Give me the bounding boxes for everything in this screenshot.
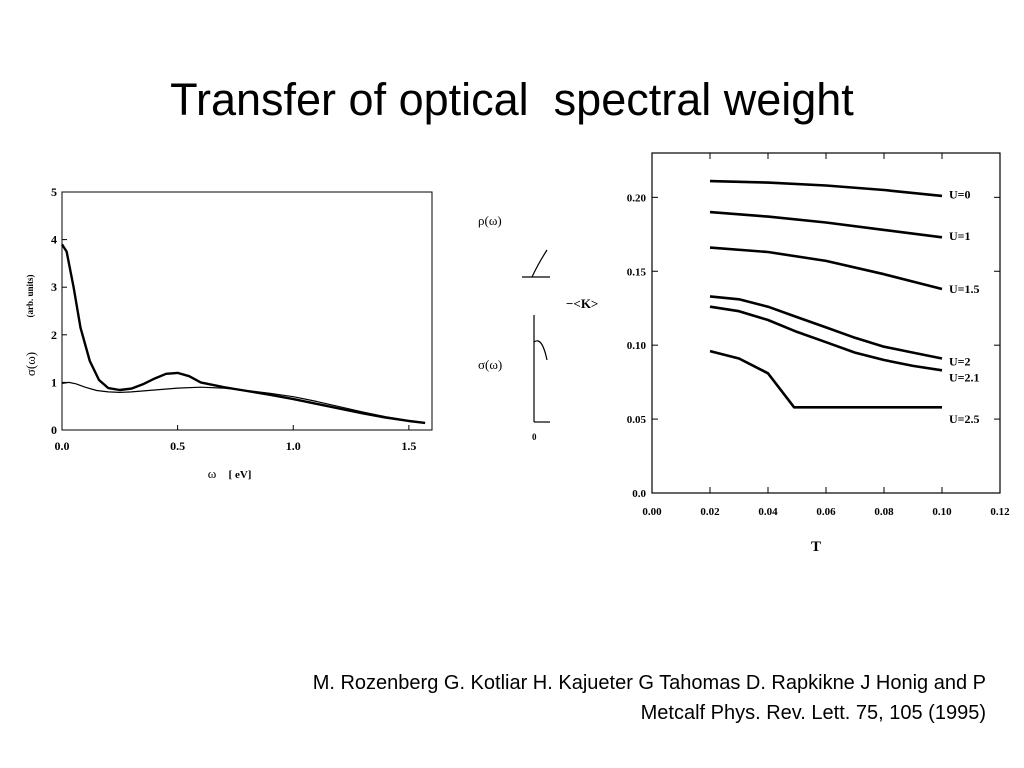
- y-axis-label: −<K>: [566, 296, 598, 311]
- y-tick-label: 0.15: [627, 266, 647, 278]
- plot-frame: [651, 152, 1001, 494]
- citation-line-2: Metcalf Phys. Rev. Lett. 75, 105 (1995): [640, 702, 986, 724]
- rho-label: ρ(ω): [478, 213, 502, 228]
- x-tick-label: 1.0: [286, 439, 301, 453]
- y-tick-label: 0.20: [627, 192, 647, 204]
- x-tick-label: 0.12: [990, 506, 1010, 518]
- plot-frame: [61, 191, 433, 431]
- rho-curve: [531, 249, 548, 278]
- conductivity-series-2: [61, 381, 426, 424]
- series-label-6: U=2.5: [949, 412, 980, 426]
- x-tick-label: 0.0: [55, 439, 70, 453]
- series-line-4: [709, 295, 943, 360]
- sigma-zero-tick: 0: [532, 432, 537, 442]
- x-tick-label: 0.02: [700, 506, 720, 518]
- y-tick-label: 5: [51, 185, 57, 199]
- y-axis-symbol: σ(ω): [23, 352, 38, 376]
- y-tick-label: 0.0: [632, 488, 646, 500]
- conductivity-series-1: [60, 243, 426, 425]
- series-label-4: U=2: [949, 354, 971, 368]
- series-label-1: U=0: [949, 187, 971, 201]
- y-axis-units: (arb. units): [25, 274, 35, 317]
- x-tick-label: 0.5: [170, 439, 185, 453]
- series-line-2: [709, 210, 943, 239]
- series-line-5: [709, 305, 943, 372]
- x-tick-label: 0.06: [816, 506, 836, 518]
- partial-spectral-chart: ρ(ω) σ(ω) 0: [478, 213, 550, 442]
- citation-line-1: M. Rozenberg G. Kotliar H. Kajueter G Ta…: [312, 672, 986, 694]
- conductivity-chart: 0.0 0.5 1.0 1.5 0 1 2 3 4 5 σ(ω) (arb. units) ω […: [23, 185, 433, 481]
- series-line-6: [709, 349, 942, 409]
- x-axis-units: [ eV]: [229, 469, 252, 481]
- x-tick-label: 1.5: [401, 439, 416, 453]
- y-tick-label: 4: [51, 233, 57, 247]
- series-line-3: [709, 246, 943, 291]
- y-tick-label: 0.10: [627, 340, 647, 352]
- x-tick-label: 0.04: [758, 506, 778, 518]
- citation: M. Rozenberg G. Kotliar H. Kajueter G Ta…: [86, 668, 986, 728]
- x-axis-label: T: [811, 539, 821, 555]
- series-label-2: U=1: [949, 229, 971, 243]
- x-tick-label: 0.00: [642, 506, 662, 518]
- x-axis-symbol: ω: [208, 466, 217, 481]
- y-tick-label: 2: [51, 328, 57, 342]
- y-tick-label: 1: [51, 375, 57, 389]
- kinetic-energy-chart: 0.00 0.02 0.04 0.06 0.08 0.10 0.12 0.0 0.05 0.10 0…: [566, 152, 1010, 555]
- y-tick-label: 0.05: [627, 414, 647, 426]
- y-tick-label: 0: [51, 423, 57, 437]
- slide-title: Transfer of optical spectral weight: [170, 74, 854, 125]
- series-label-5: U=2.1: [949, 371, 980, 385]
- x-tick-label: 0.10: [932, 506, 952, 518]
- sigma-curve: [533, 340, 548, 361]
- series-line-1: [709, 179, 943, 198]
- series-label-3: U=1.5: [949, 282, 980, 296]
- x-tick-label: 0.08: [874, 506, 894, 518]
- y-tick-label: 3: [51, 280, 57, 294]
- sigma-label: σ(ω): [478, 357, 502, 372]
